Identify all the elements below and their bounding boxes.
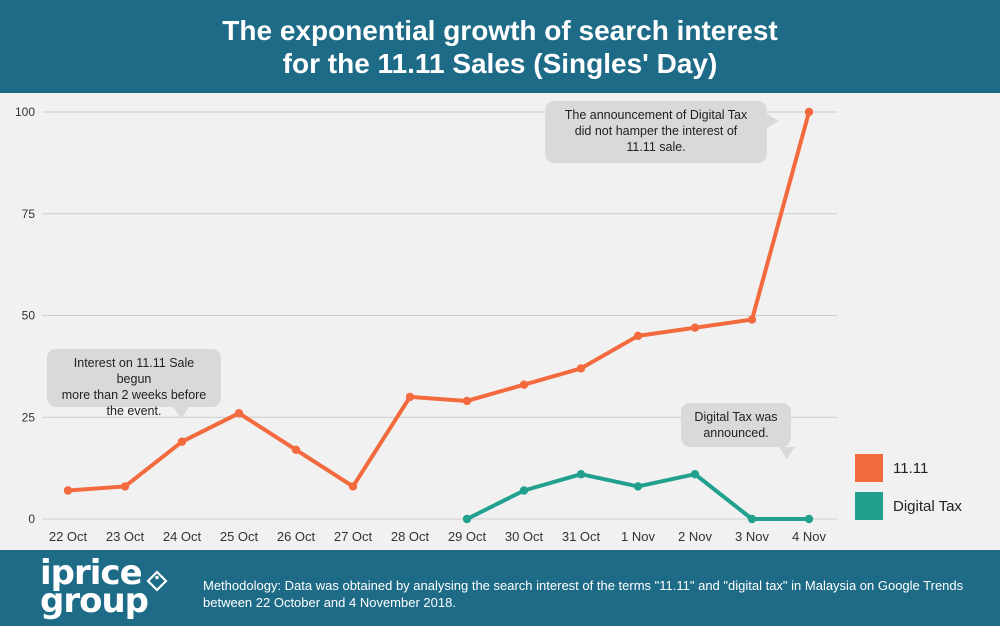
callout-announce-line-2: did not hamper the interest of [574, 124, 738, 138]
methodology-note: Methodology: Data was obtained by analys… [203, 578, 964, 610]
data-point-11-11 [576, 364, 586, 373]
y-tick-label: 25 [22, 410, 36, 424]
callout-interest-line-1: Interest on 11.11 Sale begun [73, 356, 195, 386]
callout-interest-begun: Interest on 11.11 Sale begun more than 2… [47, 349, 221, 419]
x-tick-label: 2 Nov [678, 529, 712, 544]
callout-tax-line-1: Digital Tax was [694, 410, 778, 424]
callout-announce-line-1: The announcement of Digital Tax [564, 108, 748, 122]
x-tick-label: 4 Nov [792, 529, 826, 544]
data-point-digital-tax [462, 514, 472, 524]
x-tick-label: 25 Oct [220, 529, 259, 544]
x-tick-label: 31 Oct [562, 529, 601, 544]
chart-title-line-2: for the 11.11 Sales (Singles' Day) [282, 48, 718, 79]
y-axis-ticks: 0 25 50 75 100 [15, 105, 35, 526]
data-point-11-11 [462, 396, 472, 406]
tag-icon [146, 570, 168, 592]
x-tick-label: 22 Oct [49, 529, 88, 544]
logo-text-line-2: group [40, 581, 149, 621]
data-point-digital-tax [747, 514, 757, 524]
x-tick-label: 24 Oct [163, 529, 202, 544]
data-point-11-11 [120, 482, 130, 491]
callout-digital-tax-announced: Digital Tax was announced. [681, 403, 795, 459]
x-tick-label: 27 Oct [334, 529, 373, 544]
x-tick-label: 1 Nov [621, 529, 655, 544]
series-line-digital-tax [465, 472, 811, 521]
chart-title-line-1: The exponential growth of search interes… [222, 15, 778, 46]
logo-text-line-1: iprice [40, 553, 143, 593]
legend-swatch-digital-tax [855, 492, 883, 520]
y-tick-label: 0 [28, 512, 35, 526]
legend-swatch-1111 [855, 454, 883, 482]
legend-label-1111: 11.11 [893, 460, 929, 477]
data-point-11-11 [747, 315, 757, 324]
data-point-11-11 [177, 437, 187, 446]
data-point-11-11 [405, 392, 415, 402]
x-tick-label: 3 Nov [735, 529, 769, 544]
series-line-11-11 [66, 110, 811, 493]
line-chart: 0 25 50 75 100 22 Oct 23 Oct 24 Oct 25 Oct 26 Oc… [15, 105, 837, 544]
x-tick-label: 29 Oct [448, 529, 487, 544]
data-point-digital-tax [519, 486, 529, 495]
chart-title: The exponential growth of search interes… [0, 0, 1000, 80]
iprice-group-logo: iprice group [40, 553, 190, 621]
x-tick-label: 28 Oct [391, 529, 430, 544]
callout-announce-line-3: 11.11 sale. [626, 140, 686, 154]
data-point-digital-tax [804, 514, 814, 524]
legend-label-digital-tax: Digital Tax [893, 498, 962, 515]
data-point-11-11 [804, 107, 814, 117]
data-point-digital-tax [633, 482, 643, 491]
footer: iprice group Methodology: Data was obtai… [0, 550, 1000, 626]
data-point-digital-tax [690, 470, 700, 479]
data-point-digital-tax [576, 470, 586, 479]
callout-interest-line-2: more than 2 weeks before [61, 388, 207, 402]
callout-tax-line-2: announced. [703, 426, 769, 440]
data-point-11-11 [690, 323, 700, 332]
data-point-11-11 [291, 445, 301, 455]
x-tick-label: 23 Oct [106, 529, 145, 544]
legend-item-1111: 11.11 [855, 454, 1000, 484]
callout-announcement-no-hamper: The announcement of Digital Tax did not … [545, 101, 779, 163]
x-tick-label: 26 Oct [277, 529, 316, 544]
x-axis-ticks: 22 Oct 23 Oct 24 Oct 25 Oct 26 Oct 27 Oct 28 O… [49, 529, 827, 544]
series-group [63, 107, 814, 524]
y-tick-label: 75 [22, 207, 36, 221]
data-point-11-11 [519, 380, 529, 389]
y-tick-label: 50 [22, 309, 36, 323]
data-point-11-11 [348, 482, 358, 491]
data-point-11-11 [633, 331, 643, 341]
y-tick-label: 100 [15, 105, 35, 119]
x-tick-label: 30 Oct [505, 529, 544, 544]
legend-item-digital-tax: Digital Tax [855, 492, 1000, 522]
callout-interest-line-3: the event. [106, 404, 162, 418]
data-point-11-11 [234, 408, 244, 418]
data-point-11-11 [63, 486, 73, 495]
chart-header: The exponential growth of search interes… [0, 0, 1000, 93]
